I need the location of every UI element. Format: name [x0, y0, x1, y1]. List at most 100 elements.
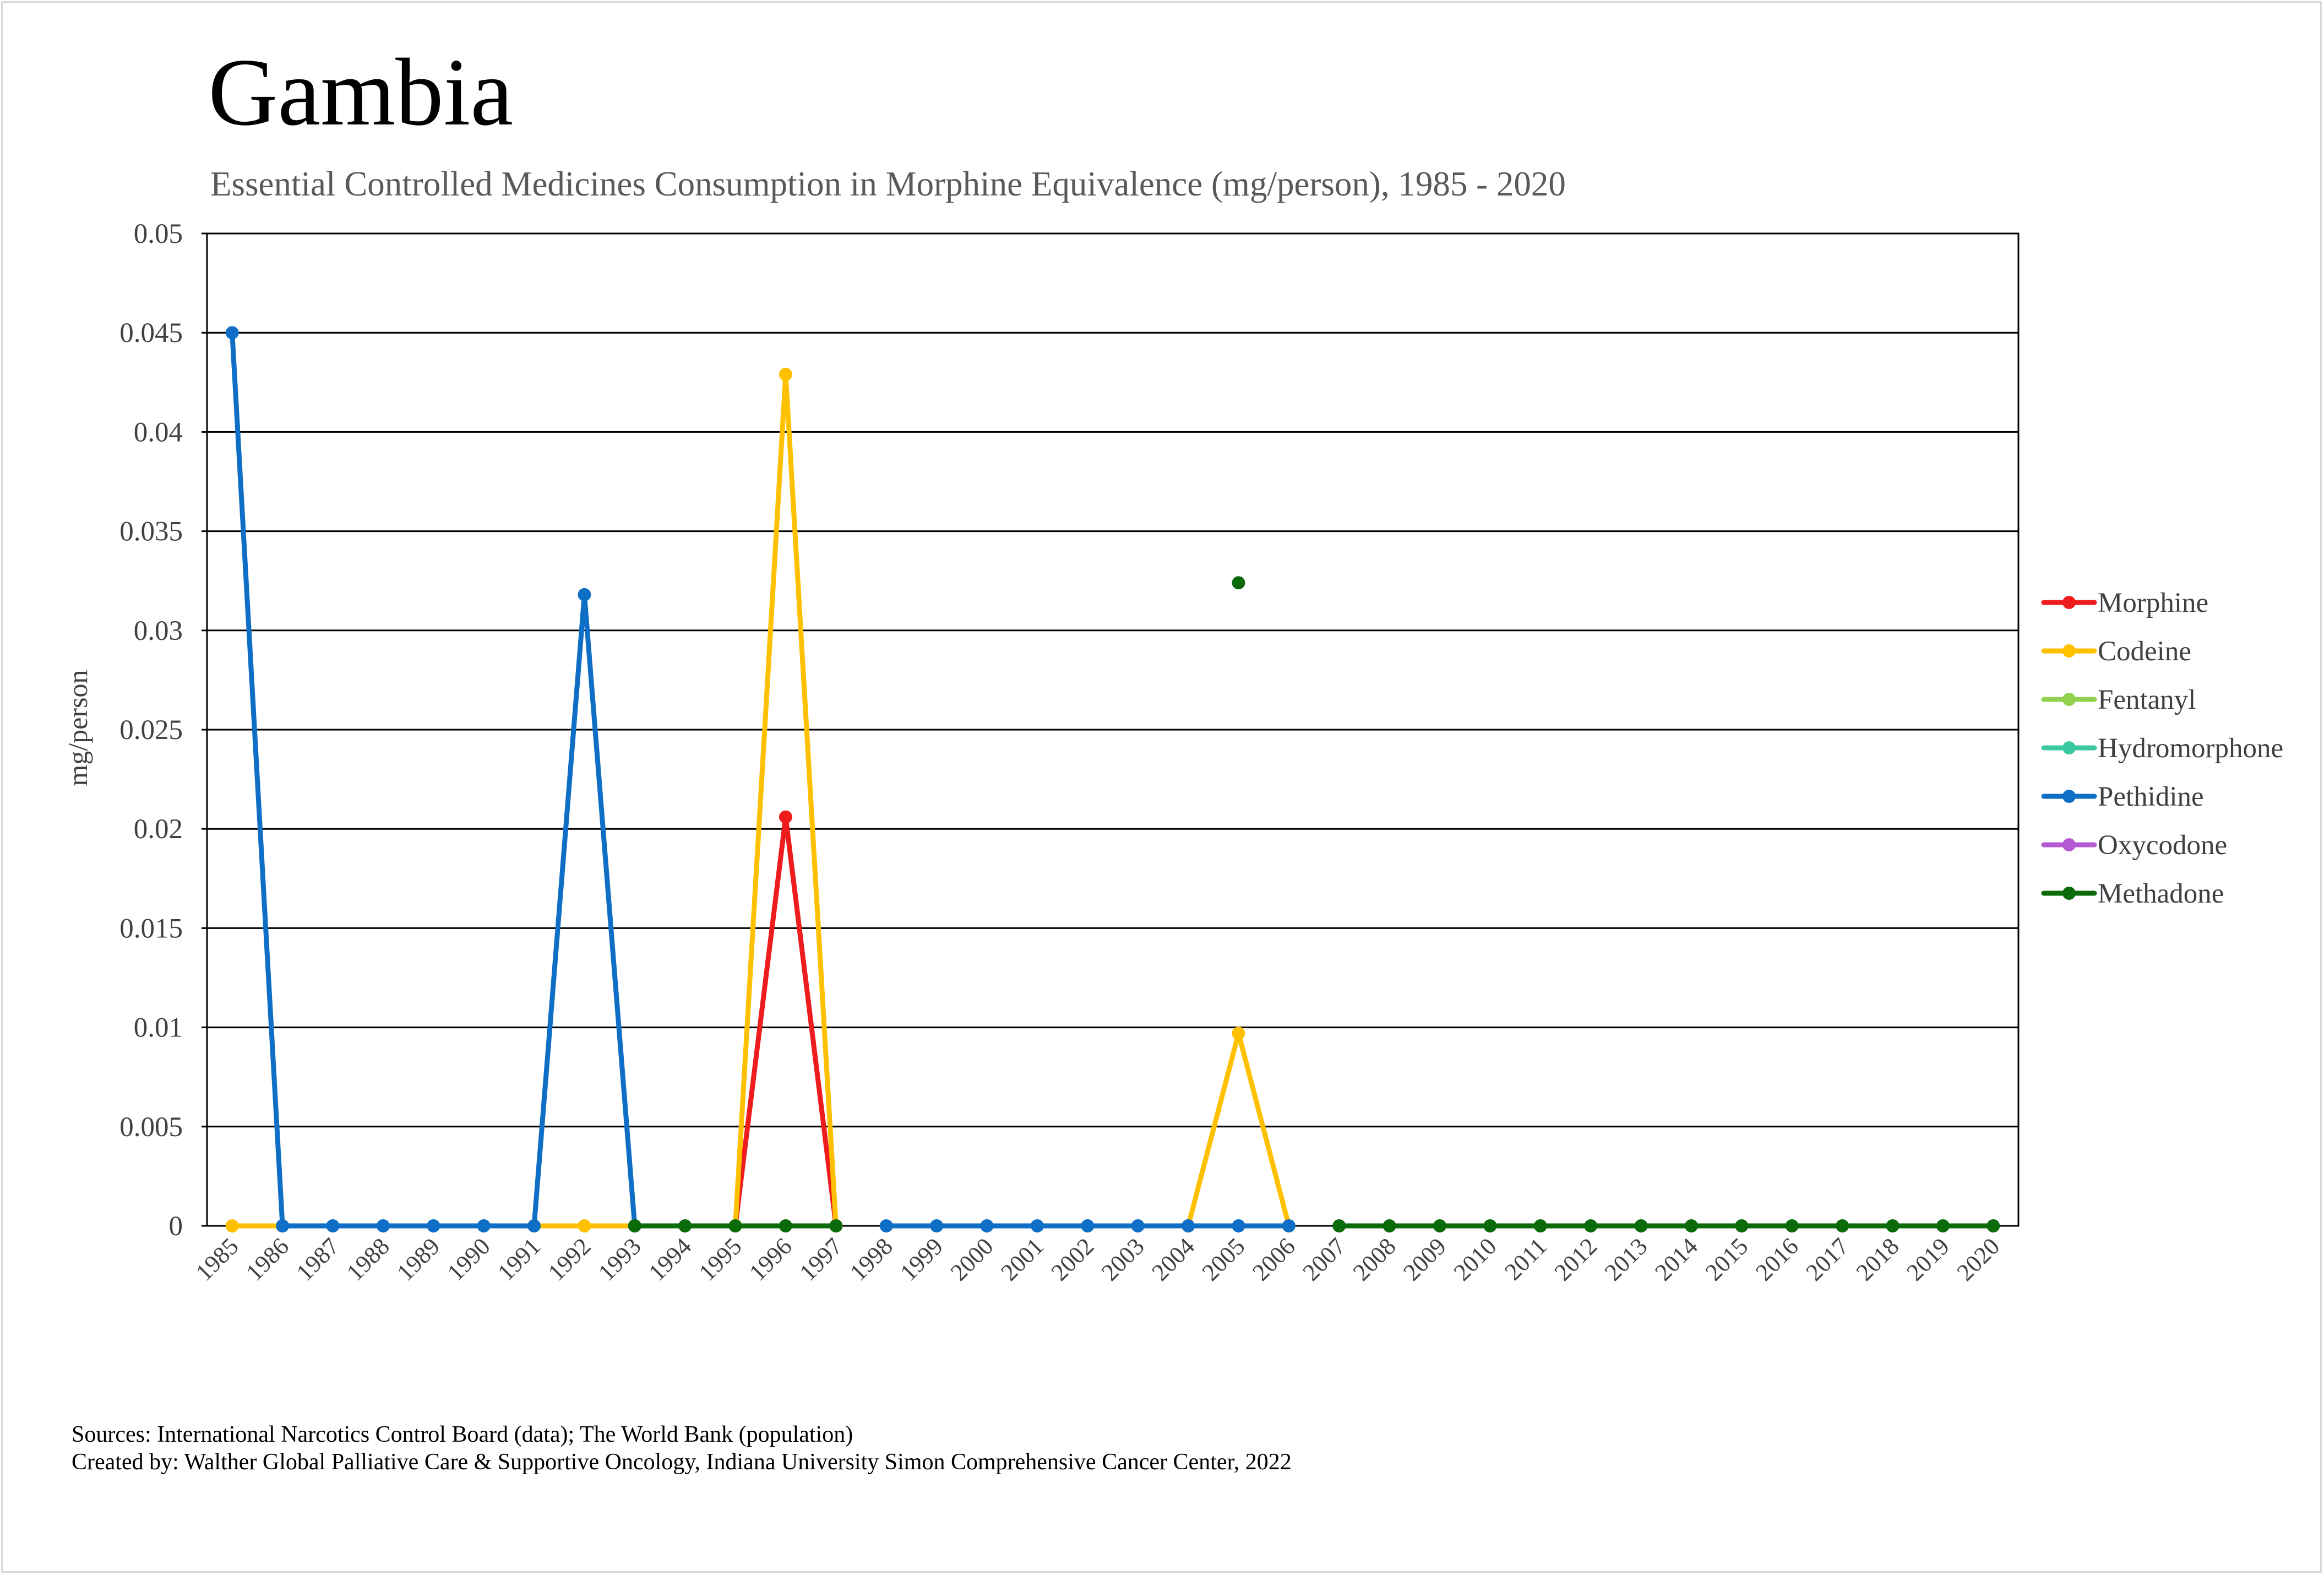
y-tick-label: 0.03 — [134, 616, 183, 647]
x-tick-label: 2005 — [1197, 1232, 1250, 1286]
chart-title: Gambia — [208, 39, 513, 145]
x-tick-label: 1994 — [643, 1232, 696, 1286]
methadone-point-2007 — [1332, 1219, 1346, 1232]
methadone-point-2020 — [1986, 1219, 2000, 1232]
legend-label: Codeine — [2098, 636, 2191, 667]
legend-label: Methadone — [2098, 878, 2224, 909]
methadone-point-1993 — [628, 1219, 641, 1232]
x-tick-label: 1997 — [794, 1232, 848, 1286]
methadone-point-1996 — [779, 1219, 792, 1232]
x-tick-label: 2014 — [1650, 1232, 1703, 1286]
y-tick-label: 0.01 — [134, 1013, 183, 1044]
methadone-point-2010 — [1483, 1219, 1497, 1232]
pethidine-point-1998 — [879, 1219, 893, 1232]
legend-item-pethidine: Pethidine — [2041, 781, 2204, 812]
morphine-point-1996 — [779, 810, 792, 824]
morphine-line — [733, 814, 839, 1229]
x-tick-label: 2003 — [1096, 1232, 1150, 1286]
legend-label: Fentanyl — [2098, 685, 2196, 715]
y-tick-label: 0.05 — [134, 219, 183, 249]
legend-swatch-marker — [2062, 596, 2076, 609]
codeine-point-1992 — [578, 1219, 591, 1232]
x-tick-label: 1985 — [191, 1232, 244, 1286]
x-tick-label: 1995 — [694, 1232, 747, 1286]
codeine-point-1985 — [225, 1219, 239, 1232]
methadone-point-1995 — [728, 1219, 742, 1232]
x-tick-label: 1998 — [845, 1232, 898, 1286]
x-tick-label: 2007 — [1297, 1232, 1351, 1286]
methadone-point-2011 — [1533, 1219, 1547, 1232]
x-tick-label: 2001 — [995, 1232, 1049, 1286]
pethidine-point-1988 — [376, 1219, 390, 1232]
y-tick-label: 0.025 — [119, 715, 183, 746]
methadone-point-2014 — [1684, 1219, 1698, 1232]
gridlines — [207, 232, 2018, 1227]
series-methadone — [628, 576, 2000, 1232]
x-tick-label: 2002 — [1046, 1232, 1100, 1286]
pethidine-point-2006 — [1282, 1219, 1296, 1232]
x-tick-label: 1989 — [391, 1232, 445, 1286]
pethidine-point-2002 — [1081, 1219, 1095, 1232]
legend-label: Pethidine — [2098, 781, 2204, 812]
y-tick-label: 0.02 — [134, 814, 183, 845]
legend-swatch-marker — [2062, 693, 2076, 706]
legend-label: Hydromorphone — [2098, 733, 2283, 764]
legend-item-fentanyl: Fentanyl — [2041, 685, 2196, 715]
pethidine-point-1999 — [930, 1219, 944, 1232]
y-tick-label: 0.005 — [119, 1112, 183, 1143]
codeine-point-2005 — [1232, 1027, 1245, 1040]
legend-label: Morphine — [2098, 588, 2208, 618]
pethidine-point-1987 — [326, 1219, 340, 1232]
y-axis-ticks: 0 0.005 0.01 0.015 0.02 0.025 0.03 0.035 0.04 0.0… — [119, 219, 207, 1242]
pethidine-point-1986 — [276, 1219, 290, 1232]
pethidine-point-2000 — [980, 1219, 994, 1232]
methadone-point-2008 — [1383, 1219, 1396, 1232]
legend-item-oxycodone: Oxycodone — [2041, 830, 2227, 861]
y-axis-title: mg/person — [62, 670, 93, 786]
pethidine-point-1989 — [427, 1219, 440, 1232]
pethidine-point-2004 — [1182, 1219, 1195, 1232]
pethidine-line — [230, 330, 638, 1229]
x-tick-label: 1991 — [492, 1232, 546, 1286]
x-tick-label: 1996 — [744, 1232, 797, 1286]
x-tick-label: 1986 — [241, 1232, 294, 1286]
pethidine-point-2005 — [1232, 1219, 1245, 1232]
methadone-point-2016 — [1785, 1219, 1799, 1232]
legend-swatch-marker — [2062, 644, 2076, 658]
legend-item-hydromorphone: Hydromorphone — [2041, 733, 2283, 764]
codeine-line — [1185, 1030, 1292, 1229]
methadone-point-2013 — [1634, 1219, 1648, 1232]
x-tick-label: 2017 — [1800, 1232, 1854, 1286]
x-tick-label: 2016 — [1750, 1232, 1804, 1286]
x-tick-label: 2013 — [1599, 1232, 1653, 1286]
methadone-point-1997 — [829, 1219, 843, 1232]
codeine-point-1996 — [779, 367, 792, 381]
methadone-point-2009 — [1433, 1219, 1447, 1232]
x-tick-label: 2012 — [1549, 1232, 1602, 1286]
series-lines — [225, 326, 2000, 1232]
pethidine-point-1992 — [578, 588, 591, 601]
x-tick-label: 2010 — [1449, 1232, 1502, 1286]
legend-item-methadone: Methadone — [2041, 878, 2224, 909]
legend-swatch-marker — [2062, 741, 2076, 754]
pethidine-point-1985 — [225, 326, 239, 340]
pethidine-point-2003 — [1131, 1219, 1145, 1232]
pethidine-point-2001 — [1030, 1219, 1044, 1232]
y-tick-label: 0.04 — [134, 417, 183, 448]
pethidine-point-1991 — [527, 1219, 541, 1232]
x-tick-label: 2019 — [1901, 1232, 1955, 1286]
x-tick-label: 2018 — [1851, 1232, 1904, 1286]
legend-item-morphine: Morphine — [2041, 588, 2208, 618]
x-tick-label: 2015 — [1700, 1232, 1754, 1286]
sources-note: Sources: International Narcotics Control… — [72, 1422, 853, 1447]
legend: Morphine Codeine Fentanyl Hydromorphone Peth… — [2041, 588, 2283, 909]
x-tick-label: 2009 — [1398, 1232, 1451, 1286]
legend-swatch-marker — [2062, 887, 2076, 900]
methadone-point-1994 — [678, 1219, 692, 1232]
x-tick-label: 1988 — [341, 1232, 395, 1286]
y-tick-label: 0.045 — [119, 318, 183, 349]
x-tick-label: 2000 — [945, 1232, 999, 1286]
x-tick-label: 2004 — [1146, 1232, 1200, 1286]
x-tick-label: 1999 — [895, 1232, 948, 1286]
